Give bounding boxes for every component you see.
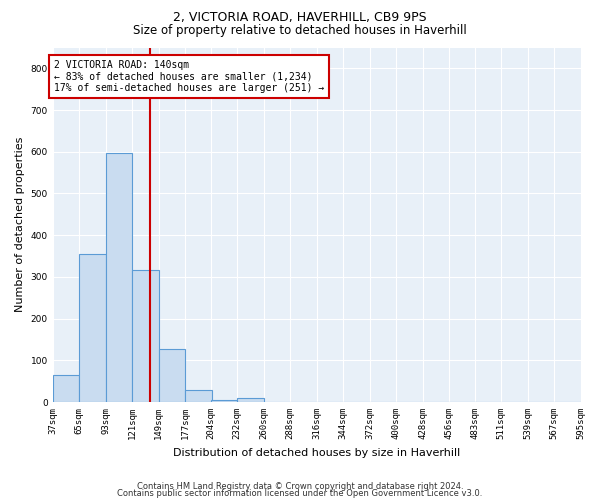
Bar: [185, 390, 212, 402]
Text: Contains public sector information licensed under the Open Government Licence v3: Contains public sector information licen…: [118, 490, 482, 498]
Text: Contains HM Land Registry data © Crown copyright and database right 2024.: Contains HM Land Registry data © Crown c…: [137, 482, 463, 491]
Bar: [158, 348, 185, 402]
Bar: [79, 254, 106, 402]
Bar: [53, 375, 79, 402]
Bar: [132, 270, 158, 402]
Bar: [237, 398, 263, 402]
Bar: [106, 153, 132, 402]
Text: 2, VICTORIA ROAD, HAVERHILL, CB9 9PS: 2, VICTORIA ROAD, HAVERHILL, CB9 9PS: [173, 11, 427, 24]
Y-axis label: Number of detached properties: Number of detached properties: [15, 137, 25, 312]
Text: 2 VICTORIA ROAD: 140sqm
← 83% of detached houses are smaller (1,234)
17% of semi: 2 VICTORIA ROAD: 140sqm ← 83% of detache…: [53, 60, 324, 93]
X-axis label: Distribution of detached houses by size in Haverhill: Distribution of detached houses by size …: [173, 448, 460, 458]
Bar: [211, 400, 237, 402]
Text: Size of property relative to detached houses in Haverhill: Size of property relative to detached ho…: [133, 24, 467, 37]
